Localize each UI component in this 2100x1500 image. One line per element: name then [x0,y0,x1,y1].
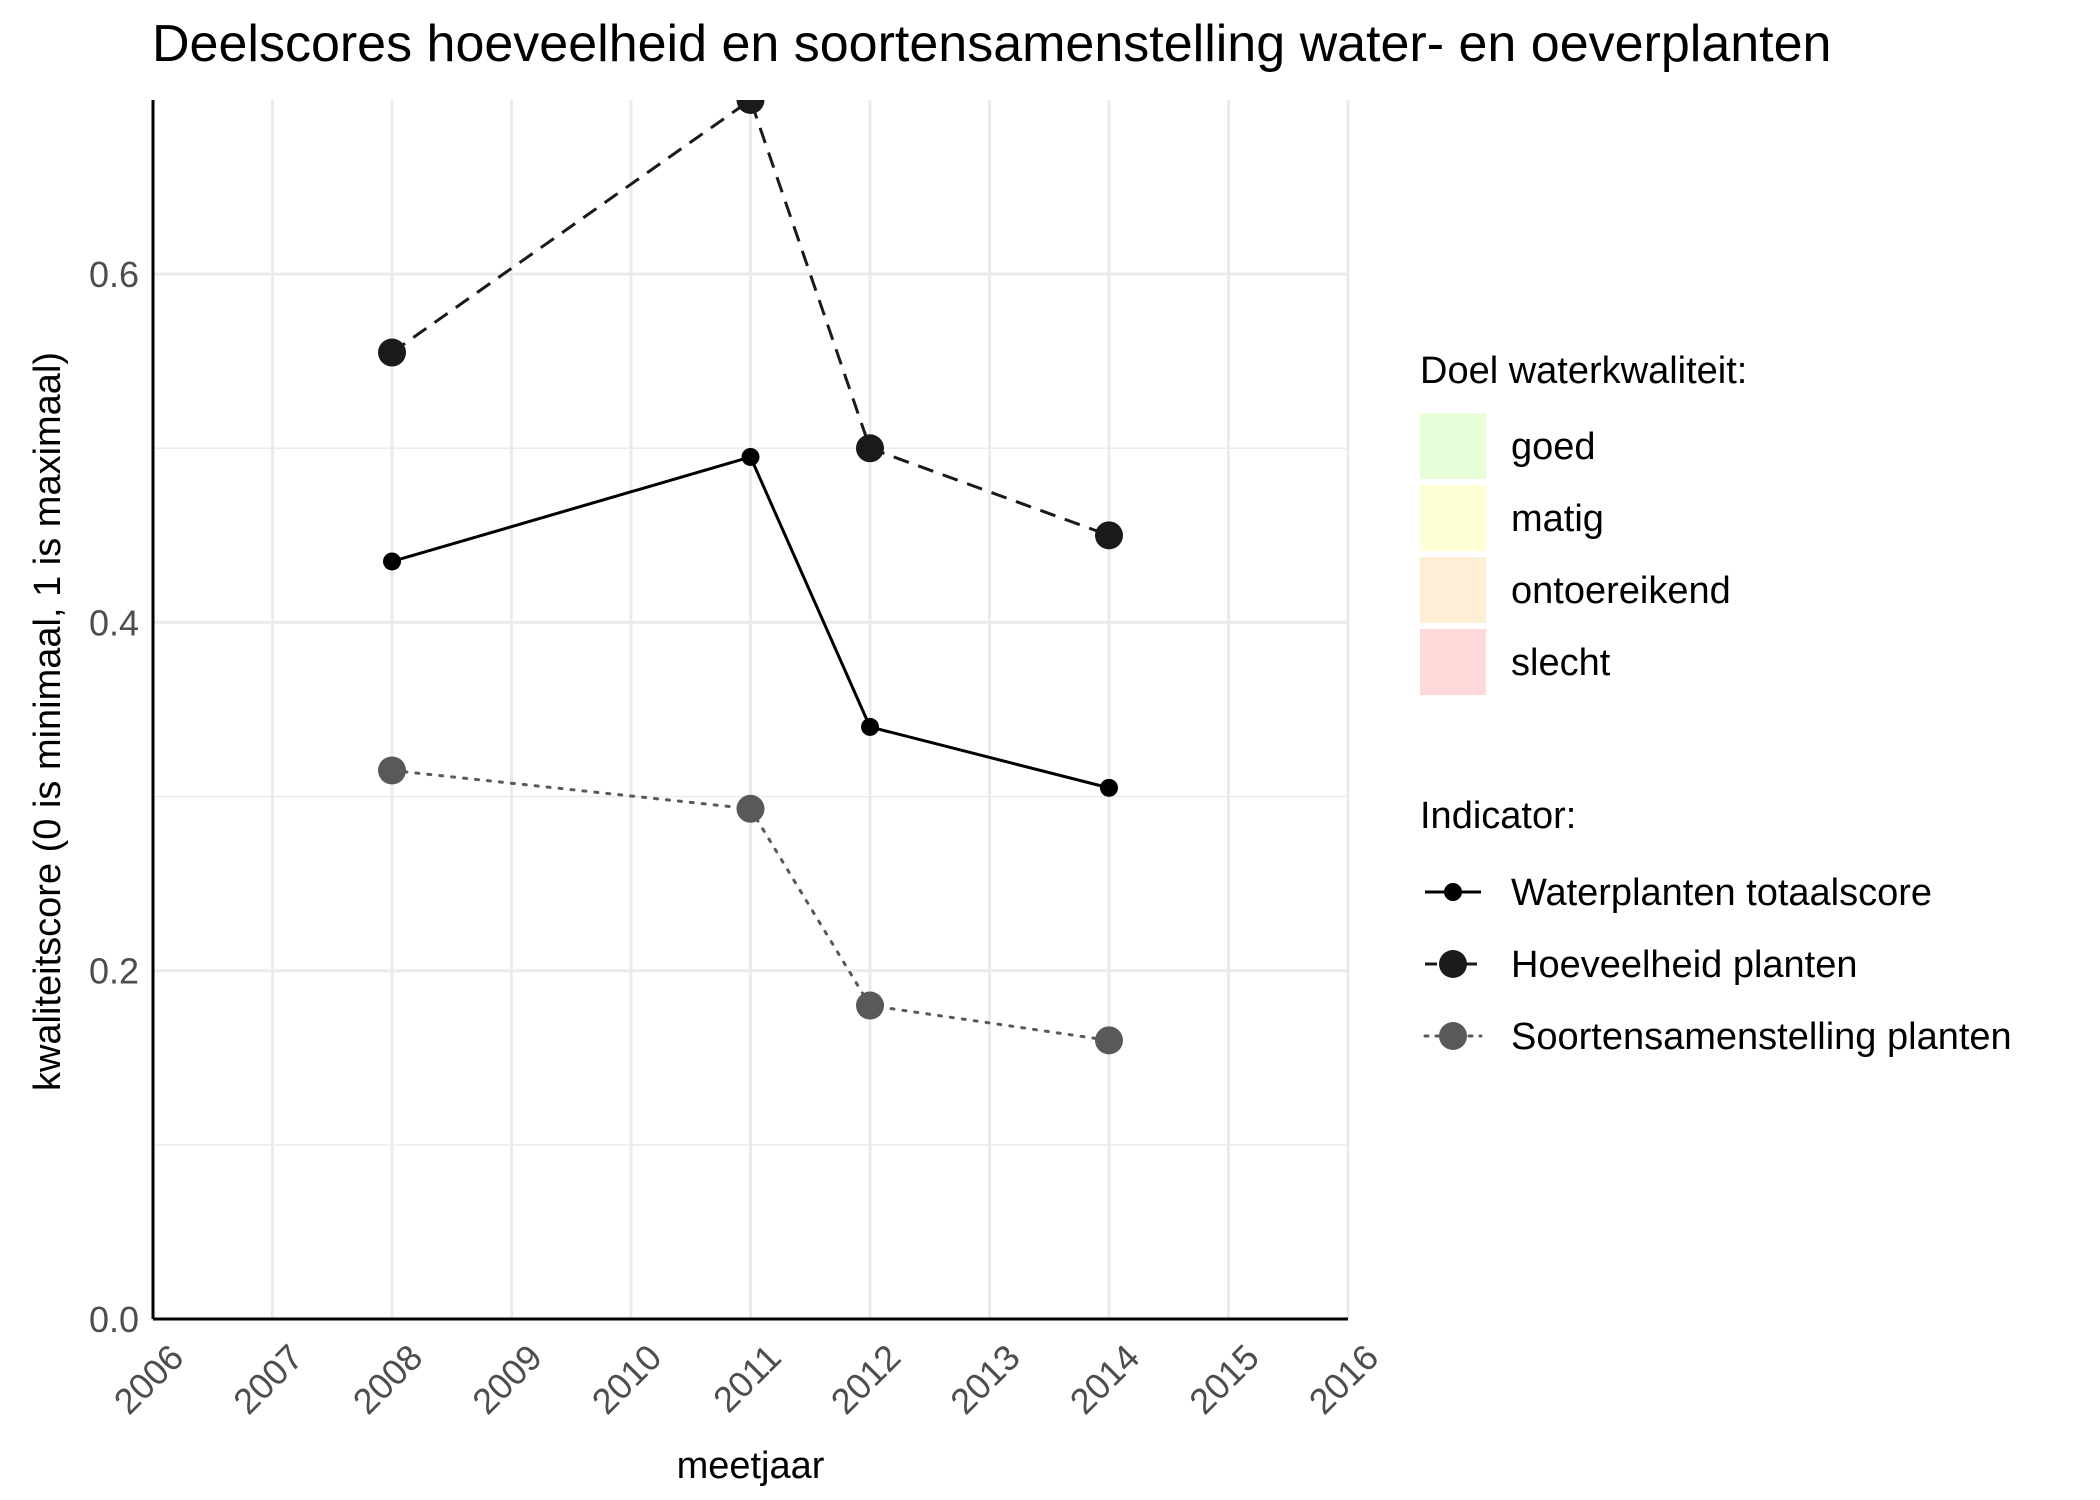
data-point [378,338,406,367]
legend-fill-label: goed [1511,426,1596,468]
legend-fill-label: ontoereikend [1511,570,1731,612]
x-tick-label: 2009 [464,1336,550,1422]
legend-series-label: Hoeveelheid planten [1511,944,1858,986]
legend-series-label: Waterplanten totaalscore [1511,872,1932,914]
series-line [391,455,1110,790]
x-axis-title: meetjaar [677,1445,825,1487]
data-point [1095,1026,1123,1055]
legend-series-key-point [1444,883,1462,901]
chart-title: Deelscores hoeveelheid en soortensamenst… [152,15,1832,73]
data-point [1100,778,1118,797]
legend-series-label: Soortensamenstelling planten [1511,1016,2012,1058]
data-point [736,794,765,823]
legend-fill-swatch [1420,485,1486,551]
data-point [383,552,401,571]
y-tick-label: 0.0 [89,1299,139,1340]
legend-fill-label: slecht [1511,642,1611,684]
y-tick-label: 0.6 [89,254,139,295]
series-0 [383,447,1118,797]
x-tick-label: 2012 [823,1336,909,1422]
x-tick-label: 2016 [1301,1336,1387,1422]
legend: Doel waterkwaliteit: Indicator: goed mati… [1420,350,2012,1058]
data-point [856,434,884,463]
data-point [741,447,760,466]
x-tick-label: 2013 [942,1336,1028,1422]
legend-fill-swatch [1420,629,1486,695]
series-2 [378,756,1123,1055]
legend-fill-swatch [1420,413,1486,479]
series-1 [378,100,1123,550]
x-tick-label: 2008 [345,1336,431,1422]
legend-series-title: Indicator: [1420,795,1576,837]
data-point [378,756,406,785]
axes [151,100,1348,1321]
series-line [390,768,1111,1042]
x-tick-label: 2015 [1181,1336,1267,1422]
legend-fill-swatch [1420,557,1486,623]
x-tick-label: 2007 [225,1336,311,1422]
x-tick-label: 2010 [584,1336,670,1422]
x-tick-label: 2006 [106,1336,192,1422]
data-point [856,991,884,1020]
tick-labels: 0.0 0.2 0.4 0.6 2006 2007 2008 2009 2010 2011 2012… [89,254,1386,1422]
data-point [736,100,765,114]
legend-series-key-point [1439,950,1467,978]
data-point [861,717,879,736]
data-series [378,100,1123,1055]
legend-fill-title: Doel waterkwaliteit: [1420,350,1747,392]
legend-fill-label: matig [1511,498,1604,540]
y-tick-label: 0.2 [89,951,139,992]
data-point [1095,521,1123,550]
x-tick-label: 2011 [705,1336,789,1420]
x-tick-label: 2014 [1062,1336,1148,1422]
grid-lines [153,100,1350,1319]
series-line [391,100,1110,537]
legend-series-key-point [1439,1022,1467,1050]
y-tick-label: 0.4 [89,602,139,643]
y-axis-title: kwaliteitscore (0 is minimaal, 1 is maxi… [27,352,69,1091]
